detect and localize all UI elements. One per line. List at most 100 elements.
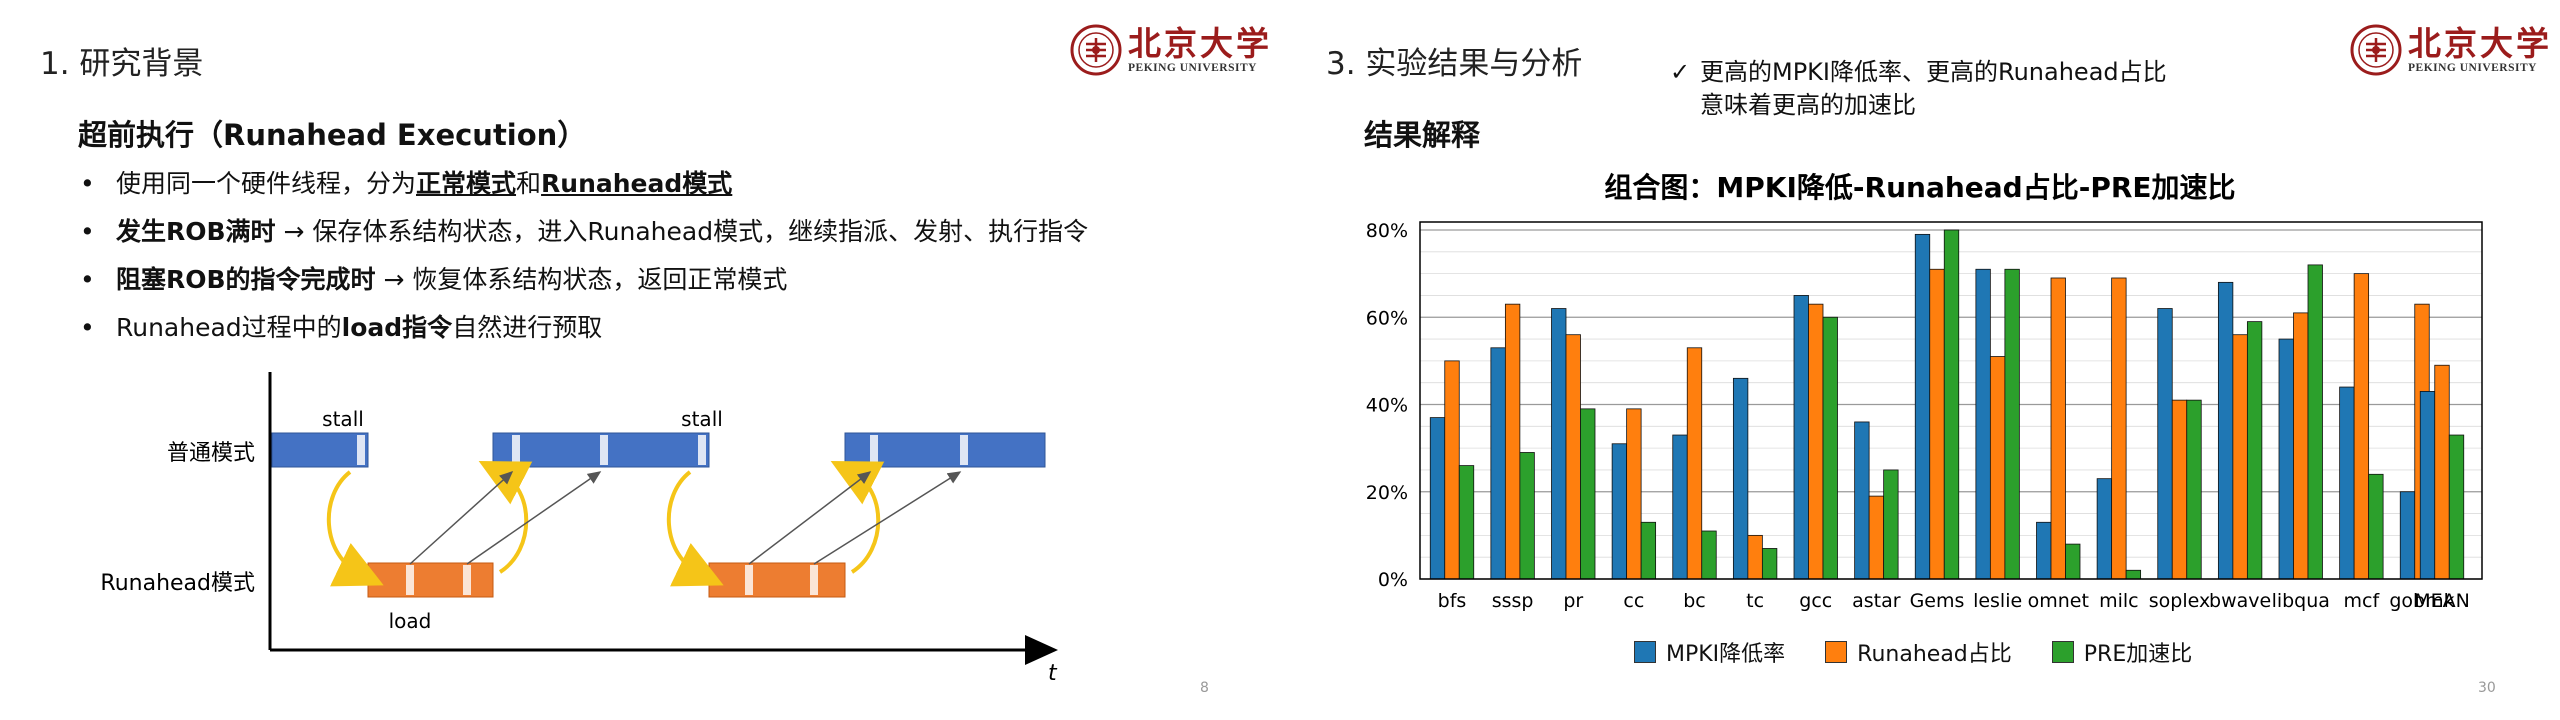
bar bbox=[1672, 434, 1688, 580]
bullet-item: 发生ROB满时 → 保存体系结构状态，进入Runahead模式，继续指派、发射、… bbox=[78, 208, 1088, 256]
bar bbox=[2111, 277, 2127, 580]
page-number: 30 bbox=[2478, 680, 2496, 696]
bar bbox=[1989, 356, 2006, 580]
bar bbox=[2246, 321, 2263, 580]
normal-mode-label: 普通模式 bbox=[167, 441, 255, 466]
bar bbox=[1444, 360, 1460, 580]
runahead-timeline-diagram: t 普通模式 Runahead模式 stall stall lo bbox=[100, 372, 1058, 686]
y-tick-label: 80% bbox=[1366, 220, 1408, 242]
section-title: 1. 研究背景 bbox=[40, 46, 204, 82]
legend-swatch bbox=[1634, 641, 1656, 663]
bar bbox=[1519, 452, 1535, 580]
x-tick-label: gcc bbox=[1799, 590, 1832, 612]
logo-chinese-text: 北京大学 bbox=[2408, 24, 2552, 63]
bar bbox=[2096, 478, 2113, 580]
load-label: load bbox=[389, 609, 432, 633]
bar bbox=[2217, 281, 2234, 580]
legend-label: PRE加速比 bbox=[2083, 642, 2193, 667]
x-tick-label: omnet bbox=[2028, 590, 2089, 612]
logo-chinese-text: 北京大学 bbox=[1128, 24, 1272, 63]
bar bbox=[1580, 408, 1596, 580]
bar bbox=[1551, 308, 1567, 580]
x-tick-label: cc bbox=[1623, 590, 1644, 612]
mode-switch-arcs bbox=[326, 460, 885, 587]
bar bbox=[2278, 338, 2294, 580]
bar bbox=[1761, 548, 1778, 580]
page-number: 8 bbox=[1200, 680, 1209, 696]
pku-seal-icon bbox=[2350, 24, 2402, 76]
bar bbox=[2448, 434, 2465, 580]
conclusion-line: 更高的MPKI降低率、更高的Runahead占比 bbox=[1700, 58, 2167, 86]
prefetch-arrows bbox=[409, 470, 962, 565]
bar bbox=[2232, 334, 2248, 580]
y-tick-label: 20% bbox=[1366, 482, 1408, 504]
section-title: 3. 实验结果与分析 bbox=[1326, 46, 1583, 82]
bar bbox=[1701, 530, 1717, 580]
bar bbox=[2036, 521, 2052, 580]
bar bbox=[2125, 569, 2142, 580]
bar bbox=[1975, 268, 1991, 580]
x-tick-label: mcf bbox=[2344, 590, 2381, 612]
bar bbox=[1626, 408, 1642, 580]
bullet-item: 阻塞ROB的指令完成时 → 恢复体系结构状态，返回正常模式 bbox=[78, 256, 1088, 304]
legend-item: Runahead占比 bbox=[1825, 636, 2012, 668]
chart-title: 组合图：MPKI降低-Runahead占比-PRE加速比 bbox=[1604, 171, 2235, 204]
bullet-item: 使用同一个硬件线程，分为正常模式和Runahead模式 bbox=[78, 160, 1088, 208]
bar bbox=[2434, 364, 2450, 580]
legend-item: PRE加速比 bbox=[2051, 636, 2193, 668]
y-tick-label: 0% bbox=[1378, 569, 1408, 591]
x-tick-label: bc bbox=[1683, 590, 1706, 612]
x-tick-label: bwave bbox=[2209, 590, 2271, 612]
x-tick-label: Gems bbox=[1910, 590, 1965, 612]
x-tick-label: milc bbox=[2099, 590, 2139, 612]
bar bbox=[2171, 399, 2188, 580]
runahead-mode-label: Runahead模式 bbox=[100, 571, 255, 596]
bar bbox=[2307, 264, 2323, 580]
legend-label: Runahead占比 bbox=[1857, 642, 2012, 667]
bar bbox=[1565, 334, 1581, 580]
bar bbox=[2399, 491, 2416, 580]
legend-item: MPKI降低率 bbox=[1634, 636, 1785, 668]
bar bbox=[1732, 377, 1749, 580]
x-tick-label: MEAN bbox=[2414, 590, 2470, 612]
legend-label: MPKI降低率 bbox=[1666, 642, 1786, 667]
x-tick-label: bfs bbox=[1438, 590, 1467, 612]
combo-bar-chart: 组合图：MPKI降低-Runahead占比-PRE加速比 0% 20% 40% 60%… bbox=[1366, 171, 2483, 612]
x-tick-label: sssp bbox=[1492, 590, 1534, 612]
bar bbox=[1914, 233, 1931, 580]
bar bbox=[1854, 421, 1870, 580]
bar bbox=[1793, 295, 1809, 580]
pku-logo: 北京大学 PEKING UNIVERSITY bbox=[1070, 24, 1272, 76]
bar bbox=[1822, 316, 1838, 580]
slide-left: 1. 研究背景 北京大学 PEKING UNIVERSITY 超前执行（Runa… bbox=[0, 0, 1280, 720]
runahead-mode-bars bbox=[367, 562, 846, 598]
bar bbox=[1747, 534, 1763, 580]
bar bbox=[2157, 308, 2173, 580]
bar bbox=[1490, 347, 1506, 580]
x-tick-label: pr bbox=[1563, 590, 1583, 612]
bar bbox=[2353, 273, 2370, 580]
bar bbox=[1429, 417, 1446, 580]
slide-right: 3. 实验结果与分析 ✓ 更高的MPKI降低率、更高的Runahead占比 意味… bbox=[1280, 0, 2560, 720]
bar bbox=[1504, 303, 1521, 580]
y-tick-label: 60% bbox=[1366, 307, 1408, 329]
x-tick-label: tc bbox=[1746, 590, 1764, 612]
pku-seal-icon bbox=[1070, 24, 1122, 76]
bullet-item: Runahead过程中的load指令自然进行预取 bbox=[78, 304, 1088, 352]
pku-logo: 北京大学 PEKING UNIVERSITY bbox=[2350, 24, 2552, 76]
bar bbox=[2293, 312, 2309, 580]
x-tick-label: leslie bbox=[1973, 590, 2022, 612]
bar bbox=[2368, 473, 2384, 580]
x-tick-label: soplex bbox=[2149, 590, 2210, 612]
bullet-list: 使用同一个硬件线程，分为正常模式和Runahead模式 发生ROB满时 → 保存… bbox=[78, 160, 1088, 352]
x-tick-label: gobmk bbox=[2389, 590, 2454, 612]
bar bbox=[2050, 277, 2066, 580]
bar bbox=[1883, 469, 1899, 580]
chart-legend: MPKI降低率 Runahead占比 PRE加速比 bbox=[1634, 636, 2232, 668]
bar bbox=[1458, 465, 1475, 580]
stall-label: stall bbox=[322, 407, 364, 431]
legend-swatch bbox=[1825, 641, 1848, 663]
bar bbox=[2004, 268, 2020, 580]
bar bbox=[2339, 386, 2355, 580]
x-tick-label: astar bbox=[1852, 590, 1901, 612]
